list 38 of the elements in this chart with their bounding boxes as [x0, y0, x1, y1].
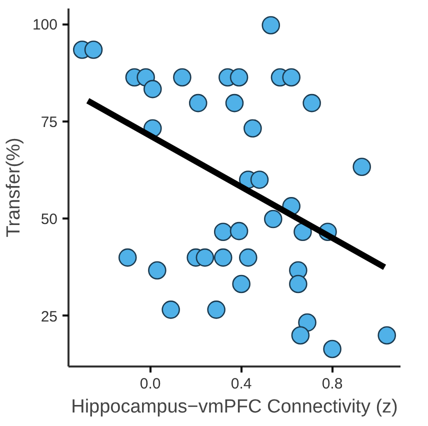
point	[207, 300, 226, 319]
point	[352, 158, 371, 176]
x-axis-title: Hippocampus−vmPFC Connectivity (z)	[71, 396, 398, 418]
point	[188, 94, 208, 112]
point	[232, 274, 250, 294]
point	[162, 300, 180, 319]
point	[289, 274, 308, 294]
y-tick-label: 50	[40, 211, 58, 228]
point	[230, 68, 248, 87]
y-axis-title: Transfer(%)	[3, 138, 24, 238]
point	[238, 248, 258, 267]
point	[264, 210, 282, 228]
y-tick-label: 25	[40, 308, 58, 326]
point	[244, 119, 262, 138]
point	[214, 248, 232, 267]
point	[225, 94, 244, 112]
point	[250, 170, 269, 189]
point	[302, 94, 321, 112]
point	[230, 222, 248, 240]
point	[118, 248, 137, 267]
y-tick-label: 100	[32, 16, 58, 34]
point	[294, 222, 312, 241]
point	[282, 68, 300, 87]
point	[378, 326, 396, 345]
x-tick-label: 0.0	[140, 376, 161, 392]
point	[143, 80, 162, 98]
point	[291, 326, 310, 345]
point	[323, 340, 342, 358]
x-tick-label: 0.8	[322, 376, 343, 392]
point	[298, 313, 316, 332]
point	[262, 16, 280, 34]
point	[214, 222, 232, 241]
point	[84, 40, 103, 59]
point	[196, 248, 214, 267]
point	[148, 261, 166, 280]
point	[173, 68, 192, 87]
y-tick-label: 75	[40, 114, 58, 131]
x-tick-label: 0.4	[230, 376, 252, 392]
